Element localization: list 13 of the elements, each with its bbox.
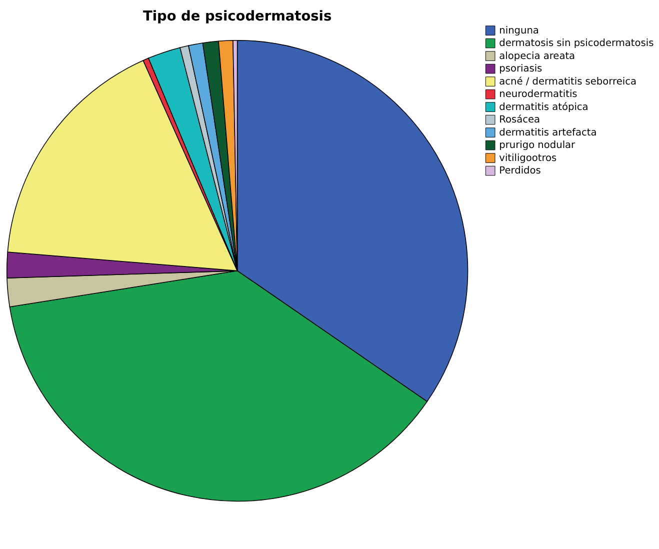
chart-title: Tipo de psicodermatosis	[142, 8, 332, 25]
legend-label: Rosácea	[499, 114, 540, 126]
legend-label: prurigo nodular	[499, 140, 576, 152]
legend-label: acné / dermatitis seborreica	[499, 76, 636, 88]
legend-label: vitiligootros	[499, 152, 557, 164]
legend-label: ninguna	[499, 25, 539, 36]
legend-label: dermatitis atópica	[499, 102, 588, 113]
legend-label: dermatosis sin psicodermatosis	[499, 38, 654, 50]
legend-label: alopecia areata	[499, 50, 576, 62]
legend-label: neurodermatitis	[499, 89, 578, 100]
legend-label: dermatitis artefacta	[499, 127, 597, 138]
legend-label: psoriasis	[499, 64, 542, 75]
legend-label: Perdidos	[499, 166, 541, 177]
